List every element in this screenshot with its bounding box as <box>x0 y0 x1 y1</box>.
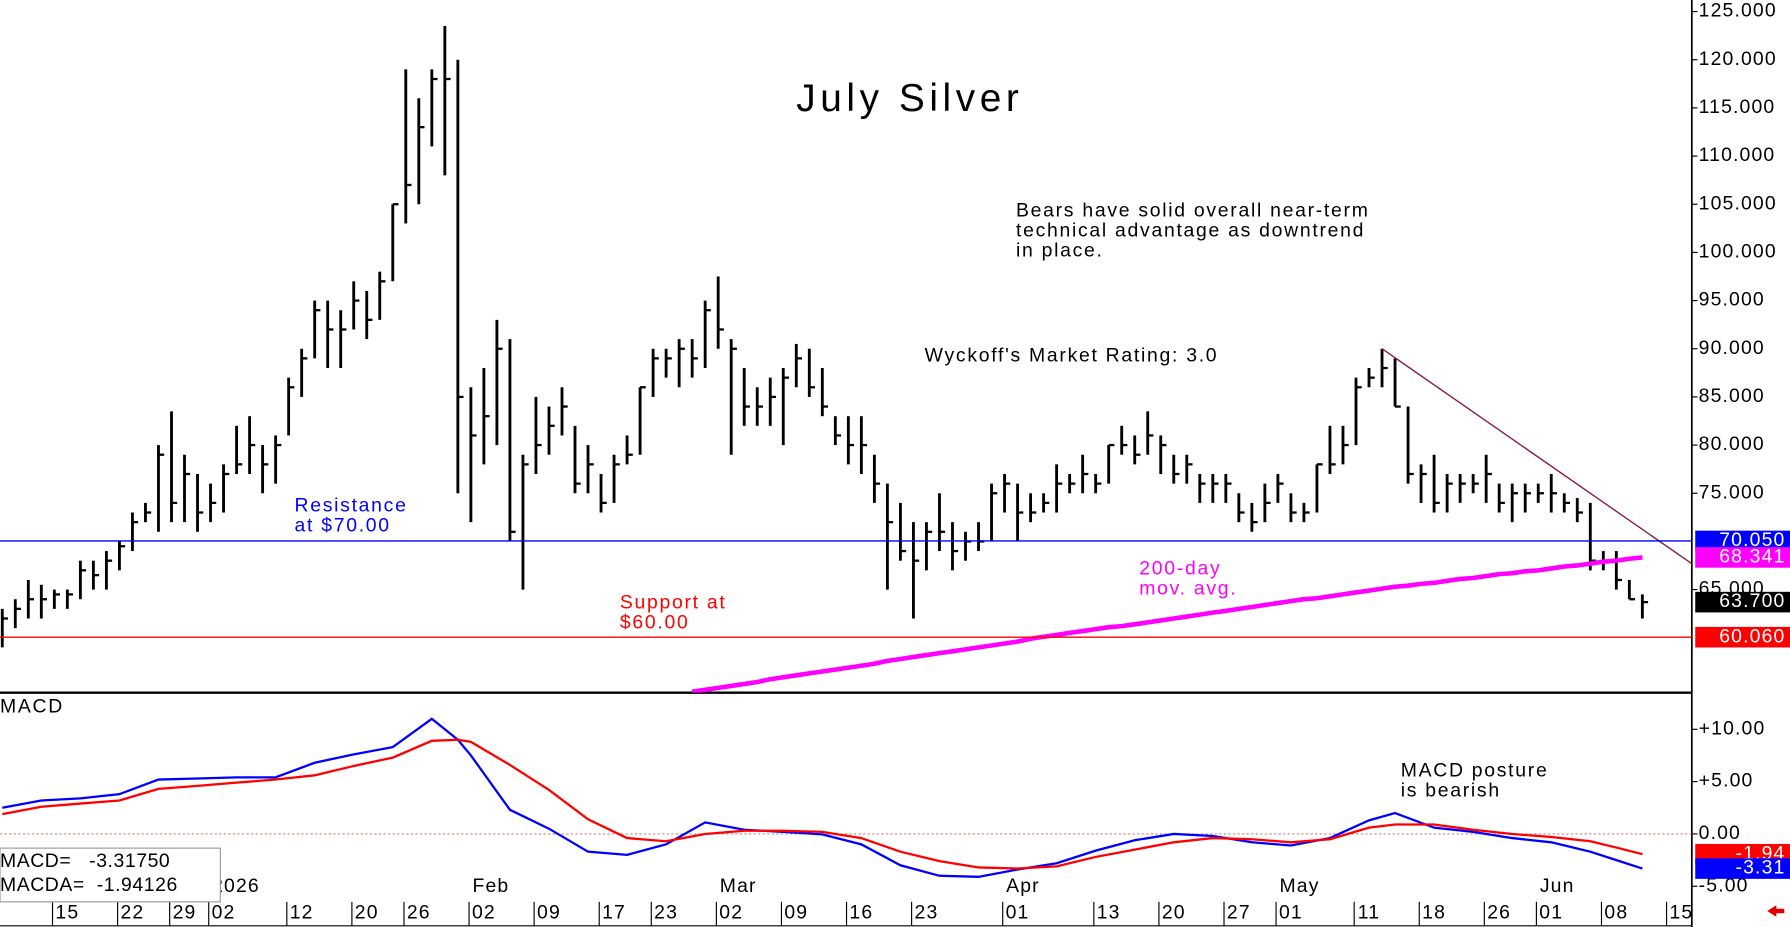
x-tick-label: 02 <box>472 901 496 923</box>
value-tag <box>1695 547 1790 568</box>
readout: MACDA= -1.94126 <box>0 874 178 896</box>
y-tick-label: 85.000 <box>1699 385 1765 407</box>
x-tick-label: 22 <box>121 901 145 923</box>
price-panel <box>0 26 1692 693</box>
x-tick-label: 08 <box>1604 901 1628 923</box>
x-tick-label: 02 <box>212 901 236 923</box>
y-tick-label: 95.000 <box>1699 289 1765 311</box>
x-tick-label: 29 <box>173 901 197 923</box>
y-tick-label: 115.000 <box>1699 96 1776 118</box>
y-tick-label: 120.000 <box>1699 48 1777 70</box>
x-tick-label: 09 <box>784 901 808 923</box>
value-tag-label: 63.700 <box>1719 590 1785 612</box>
macd-title: MACD <box>0 696 64 718</box>
annotation: at $70.00 <box>295 514 391 536</box>
x-tick-label: 20 <box>1162 901 1186 923</box>
value-tag <box>1695 626 1790 648</box>
readout: MACD= -3.31750 <box>0 850 170 872</box>
annotation: Bears have solid overall near-term <box>1016 200 1370 222</box>
annotation: $60.00 <box>620 612 690 634</box>
annotation: Wyckoff's Market Rating: 3.0 <box>925 345 1219 367</box>
x-tick-label: 09 <box>537 901 561 923</box>
y-tick-label: 75.000 <box>1699 481 1765 503</box>
macd-line <box>2 738 1643 870</box>
scroll-arrow[interactable] <box>1767 905 1785 917</box>
x-tick-label: 27 <box>1227 901 1251 923</box>
month-label: Jun <box>1540 875 1575 897</box>
x-tick-label: 15 <box>1669 901 1693 923</box>
y-tick-label: 100.000 <box>1699 241 1777 263</box>
x-tick-label: 12 <box>290 901 314 923</box>
y-tick-label: 80.000 <box>1699 433 1765 455</box>
annotation: Resistance <box>295 494 408 516</box>
x-tick-label: 23 <box>654 901 678 923</box>
annotation: is bearish <box>1401 780 1501 802</box>
x-tick-label: 01 <box>1006 901 1030 923</box>
value-tag <box>1695 858 1790 879</box>
macd-panel <box>0 717 1692 878</box>
value-tag-label: 60.060 <box>1719 625 1785 647</box>
x-tick-label: 13 <box>1097 901 1121 923</box>
month-label: May <box>1279 875 1319 897</box>
x-tick-label: 16 <box>849 901 873 923</box>
x-tick-label: 11 <box>1358 901 1380 923</box>
month-label: Mar <box>720 875 757 897</box>
month-label: Apr <box>1006 875 1040 897</box>
x-tick-label: 01 <box>1539 901 1563 923</box>
value-tag <box>1695 591 1790 613</box>
macd-line <box>2 717 1643 878</box>
moving-average <box>691 555 1643 693</box>
x-tick-label: 18 <box>1422 901 1446 923</box>
annotation: Support at <box>620 592 727 614</box>
y-tick-label: 90.000 <box>1699 337 1765 359</box>
chart-title: July Silver <box>796 77 1023 120</box>
x-tick-label: 26 <box>1487 901 1511 923</box>
y-tick-label: +5.00 <box>1699 770 1754 792</box>
value-tag-label: 70.050 <box>1719 529 1785 551</box>
x-tick-label: 26 <box>407 901 431 923</box>
x-tick-label: 23 <box>915 901 939 923</box>
y-tick-label: 105.000 <box>1699 192 1777 214</box>
value-tag-label: 68.341 <box>1719 546 1785 568</box>
annotation: MACD posture <box>1401 760 1549 782</box>
annotation: technical advantage as downtrend <box>1016 220 1365 242</box>
annotation: 200-day <box>1139 557 1221 579</box>
y-tick-label: 0.00 <box>1699 822 1741 844</box>
x-tick-label: 20 <box>355 901 379 923</box>
annotation: in place. <box>1016 240 1104 262</box>
y-tick-label: 125.000 <box>1699 0 1777 22</box>
month-label: 2026 <box>212 875 260 897</box>
value-tag-label: -3.31 <box>1736 857 1786 879</box>
readout-box <box>0 847 221 903</box>
value-tag <box>1695 530 1790 552</box>
y-tick-label: +10.00 <box>1699 717 1766 739</box>
annotation: mov. avg. <box>1139 577 1237 599</box>
month-label: Feb <box>472 875 509 897</box>
x-tick-label: 01 <box>1279 901 1303 923</box>
x-tick-label: 15 <box>55 901 79 923</box>
x-tick-label: 17 <box>602 901 626 923</box>
y-tick-label: -5.00 <box>1699 874 1749 896</box>
trendline <box>1381 348 1692 565</box>
y-tick-label: 110.000 <box>1699 144 1776 166</box>
x-tick-label: 02 <box>719 901 743 923</box>
